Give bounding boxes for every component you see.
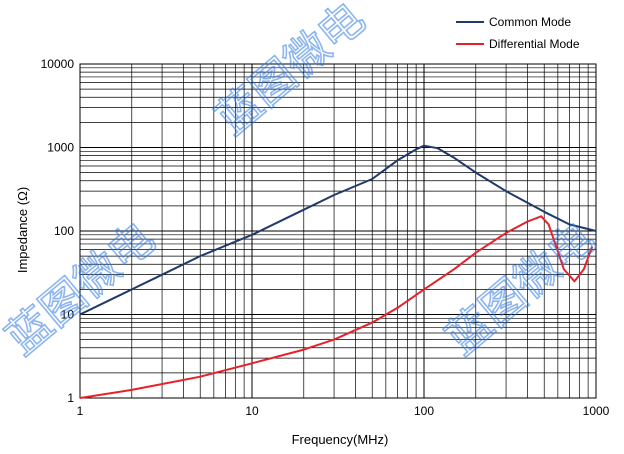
grid — [80, 64, 596, 398]
legend-label-common-mode: Common Mode — [489, 15, 571, 29]
y-axis-title: Impedance (Ω) — [15, 187, 30, 273]
x-tick-label: 100 — [414, 404, 434, 418]
watermark-1: 蓝图微电 — [207, 0, 375, 145]
x-tick-label: 1 — [77, 404, 84, 418]
y-tick-label: 1000 — [47, 141, 74, 155]
y-tick-labels: 1 10 100 1000 10000 — [41, 57, 75, 405]
y-tick-label: 10000 — [41, 57, 75, 71]
series-line-differential-mode — [79, 215, 594, 399]
watermarks: 蓝图微电 蓝图微电 蓝图微电 — [0, 0, 605, 366]
series-layer — [79, 144, 597, 399]
legend: Common Mode Differential Mode — [456, 15, 580, 51]
y-tick-label: 100 — [54, 224, 74, 238]
x-tick-label: 10 — [245, 404, 259, 418]
x-tick-label: 1000 — [583, 404, 610, 418]
y-tick-label: 1 — [67, 391, 74, 405]
y-tick-label: 10 — [61, 308, 75, 322]
series-line-common-mode — [79, 144, 597, 316]
x-tick-labels: 1 10 100 1000 — [77, 404, 610, 418]
x-axis-title: Frequency(MHz) — [292, 432, 389, 447]
legend-label-differential-mode: Differential Mode — [489, 37, 580, 51]
